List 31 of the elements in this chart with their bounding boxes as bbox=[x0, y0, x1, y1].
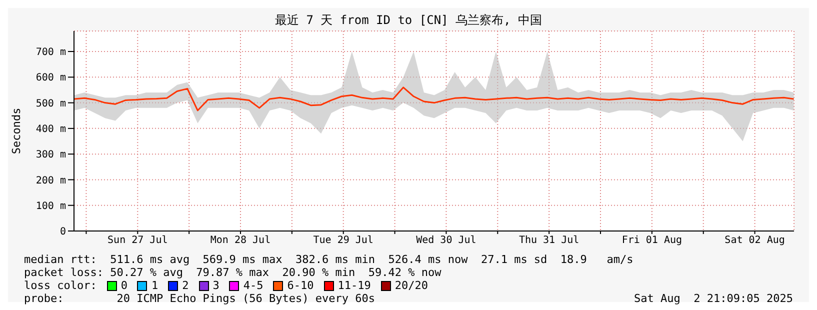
text: packet loss: 50.27 % avg 79.87 % max 20.90 % min 59.42 % now bbox=[24, 266, 442, 279]
y-tick-label: 0 bbox=[60, 226, 66, 238]
line-series bbox=[74, 86, 794, 112]
text: 6-10 bbox=[287, 279, 314, 292]
x-tick-label: Sat 02 Aug bbox=[724, 235, 785, 246]
y-tick-label: 400 m bbox=[36, 124, 66, 135]
text: 0 bbox=[120, 279, 128, 292]
text: Sat Aug 2 21:09:05 2025 bbox=[634, 292, 793, 305]
text: median rtt: 511.6 ms avg 569.9 ms max 382.6 ms min 526.4 ms now 27.1 ms sd 18.9 am/s bbox=[24, 253, 634, 266]
text: 11-19 bbox=[338, 279, 371, 292]
text: 1 bbox=[151, 279, 158, 292]
text: 4-5 bbox=[243, 279, 264, 292]
y-tick-label: 500 m bbox=[36, 98, 66, 110]
y-tick-label: 700 m bbox=[36, 47, 66, 58]
x-tick-label: Sun 27 Jul bbox=[108, 235, 168, 246]
text: 2 bbox=[182, 279, 189, 292]
y-tick-label: 600 m bbox=[36, 72, 66, 84]
text: 20/20 bbox=[394, 279, 428, 292]
y-tick-label: 100 m bbox=[36, 200, 66, 212]
x-tick-label: Fri 01 Aug bbox=[622, 235, 682, 246]
text: loss color: bbox=[24, 279, 97, 292]
y-tick-label: 300 m bbox=[36, 150, 66, 161]
text: 3 bbox=[212, 279, 220, 292]
y-axis-title: Seconds bbox=[10, 108, 23, 154]
x-tick-label: Wed 30 Jul bbox=[416, 235, 476, 246]
text: probe: 20 ICMP Echo Pings (56 Bytes) every 60s bbox=[24, 292, 375, 305]
x-tick-label: Tue 29 Jul bbox=[313, 235, 374, 246]
y-tick-label: 200 m bbox=[36, 175, 66, 186]
chart-title: 最近 7 天 from ID to [CN] 乌兰察布, 中国 bbox=[274, 12, 543, 29]
x-tick-label: Mon 28 Jul bbox=[210, 235, 271, 246]
x-tick-label: Thu 31 Jul bbox=[518, 235, 580, 246]
